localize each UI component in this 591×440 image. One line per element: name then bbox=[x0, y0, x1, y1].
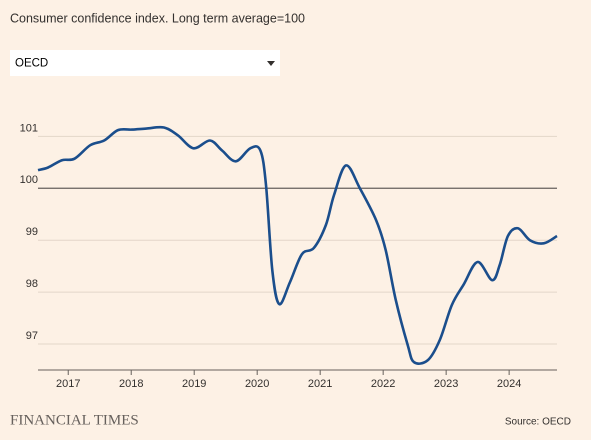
dropdown-arrow[interactable] bbox=[267, 61, 275, 66]
y-tick-label: 97 bbox=[26, 330, 38, 342]
dropdown-box[interactable] bbox=[10, 50, 280, 76]
dropdown-label[interactable]: OECD bbox=[15, 58, 48, 70]
brand: FINANCIAL TIMES bbox=[10, 412, 139, 428]
series-line bbox=[37, 125, 558, 365]
x-tick-label: 2021 bbox=[308, 378, 332, 390]
y-tick-label: 99 bbox=[26, 226, 38, 238]
x-tick-label: 2017 bbox=[56, 378, 80, 390]
x-tick-label: 2023 bbox=[434, 378, 458, 390]
x-tick-label: 2020 bbox=[245, 378, 269, 390]
chart-title: Consumer confidence index. Long term ave… bbox=[10, 11, 305, 25]
y-tick-label: 100 bbox=[20, 174, 38, 186]
y-tick-label: 101 bbox=[20, 122, 38, 134]
x-tick-label: 2022 bbox=[371, 378, 395, 390]
y-tick-label: 98 bbox=[26, 278, 38, 290]
source: Source: OECD bbox=[505, 417, 571, 428]
x-tick-label: 2018 bbox=[119, 378, 143, 390]
x-tick-label: 2024 bbox=[497, 378, 521, 390]
dropdown[interactable]: OECD bbox=[10, 50, 280, 76]
x-tick-label: 2019 bbox=[182, 378, 206, 390]
